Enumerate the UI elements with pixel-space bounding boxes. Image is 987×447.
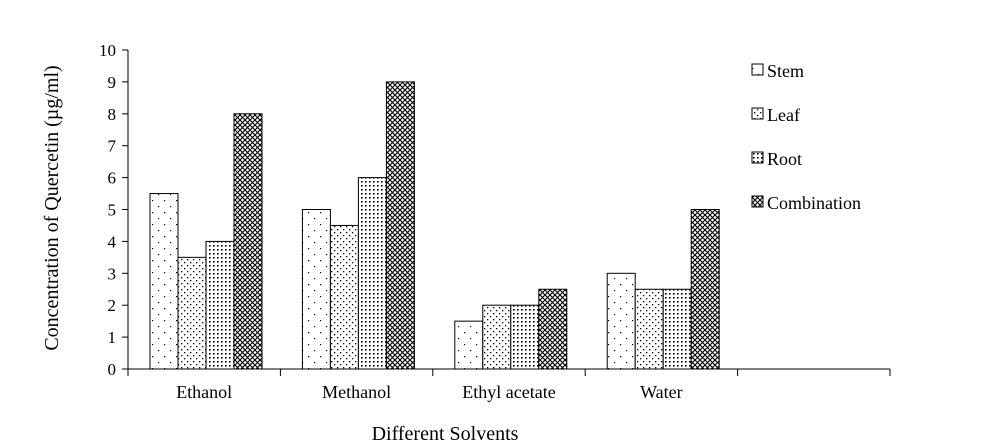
y-tick-label: 9 xyxy=(108,73,117,92)
bar-root-methanol xyxy=(357,177,387,370)
bar-stem-methanol xyxy=(301,209,331,370)
y-tick-label: 10 xyxy=(99,41,116,60)
y-tick-labels: 0 1 2 3 4 5 6 7 8 9 10 xyxy=(99,41,117,379)
legend: Stem Leaf Root Combination xyxy=(751,61,861,213)
x-category-label: Methanol xyxy=(322,382,391,402)
bar-stem-water xyxy=(606,272,636,370)
y-tick-label: 8 xyxy=(108,105,117,124)
x-axis-title: Different Solvents xyxy=(372,423,519,445)
y-tick-label: 6 xyxy=(108,169,117,188)
bar-leaf-water xyxy=(634,288,664,370)
bar-combination-ethanol xyxy=(233,113,263,370)
x-category-label: Ethanol xyxy=(176,382,232,402)
bar-stem-ethyl-acetate xyxy=(454,320,484,370)
x-category-label: Ethyl acetate xyxy=(462,382,555,402)
bars xyxy=(149,81,720,370)
y-axis-title: Concentration of Quercetin (µg/ml) xyxy=(41,65,63,350)
legend-label: Combination xyxy=(767,193,861,213)
bar-combination-methanol xyxy=(385,81,415,370)
x-category-labels: Ethanol Methanol Ethyl acetate Water xyxy=(176,382,682,402)
y-tick-label: 7 xyxy=(108,137,117,156)
legend-swatch xyxy=(751,151,764,164)
legend-label: Stem xyxy=(767,61,804,81)
bar-root-ethyl-acetate xyxy=(510,304,540,370)
legend-swatch xyxy=(751,63,764,76)
legend-swatch xyxy=(751,107,764,120)
y-tick-label: 0 xyxy=(108,360,117,379)
y-tick-label: 1 xyxy=(108,328,117,347)
bar-leaf-ethyl-acetate xyxy=(482,304,512,370)
bar-stem-ethanol xyxy=(149,193,179,370)
x-category-label: Water xyxy=(640,382,683,402)
bar-root-water xyxy=(662,288,692,370)
y-tick-label: 3 xyxy=(108,264,117,283)
bar-leaf-methanol xyxy=(329,224,359,370)
bar-leaf-ethanol xyxy=(177,256,207,370)
bar-root-ethanol xyxy=(205,240,235,370)
y-tick-label: 5 xyxy=(108,201,117,220)
bar-combination-ethyl-acetate xyxy=(538,288,568,370)
legend-label: Root xyxy=(767,149,802,169)
bar-combination-water xyxy=(690,209,720,370)
legend-label: Leaf xyxy=(767,105,800,125)
y-tick-label: 4 xyxy=(108,232,117,251)
legend-swatch xyxy=(751,195,764,208)
y-tick-label: 2 xyxy=(108,296,117,315)
